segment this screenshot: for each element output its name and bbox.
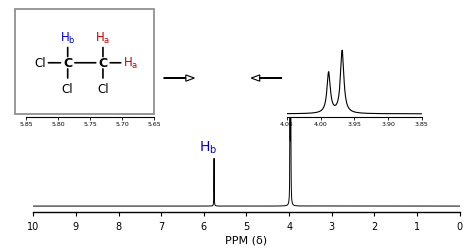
Text: $\mathregular{H_b}$: $\mathregular{H_b}$ (199, 139, 218, 155)
Text: $\mathregular{H_a}$: $\mathregular{H_a}$ (95, 31, 110, 46)
Text: C: C (63, 57, 72, 70)
Text: $\mathregular{H_a}$: $\mathregular{H_a}$ (123, 56, 138, 71)
Text: $\mathregular{H_b}$: $\mathregular{H_b}$ (60, 31, 75, 46)
Text: Cl: Cl (62, 83, 73, 96)
FancyBboxPatch shape (15, 10, 155, 114)
Text: Cl: Cl (34, 57, 46, 70)
X-axis label: PPM (δ): PPM (δ) (226, 234, 267, 244)
Text: $\mathregular{H_a}$: $\mathregular{H_a}$ (287, 65, 306, 84)
Text: Cl: Cl (97, 83, 109, 96)
Text: C: C (99, 57, 108, 70)
